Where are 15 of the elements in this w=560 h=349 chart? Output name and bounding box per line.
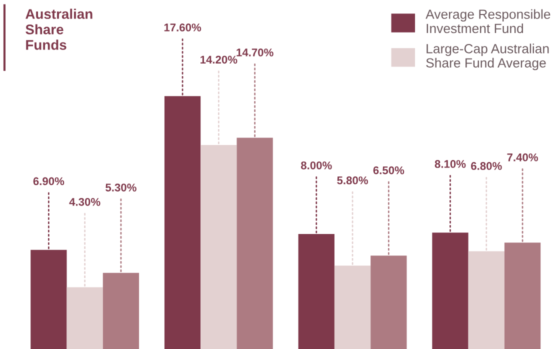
legend-label: Large-Cap Australian Share Fund Average: [426, 44, 549, 70]
legend-label: Average Responsible Investment Fund: [426, 9, 550, 34]
data-label: 8.10%: [434, 160, 466, 168]
data-label: 17.60%: [164, 24, 202, 32]
data-label: 14.20%: [200, 56, 238, 64]
data-label: 4.30%: [69, 198, 100, 206]
data-label: 5.80%: [337, 176, 368, 184]
data-label: 6.50%: [373, 166, 404, 174]
data-label: 7.40%: [507, 153, 538, 162]
data-label: 8.00%: [300, 161, 332, 170]
chart-title: Australian Share Funds: [26, 8, 92, 50]
data-label: 14.70%: [236, 48, 274, 56]
data-label: 6.90%: [33, 177, 64, 186]
data-label: 6.80%: [471, 162, 502, 170]
data-label: 5.30%: [106, 184, 136, 192]
